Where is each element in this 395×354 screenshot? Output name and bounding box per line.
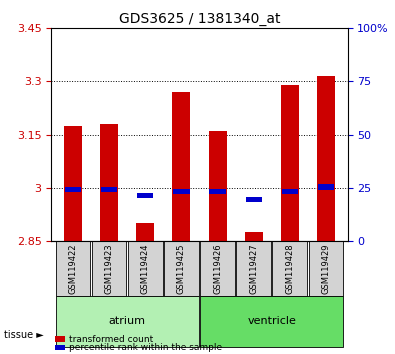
- Bar: [173, 189, 190, 194]
- Text: percentile rank within the sample: percentile rank within the sample: [69, 343, 222, 353]
- Bar: [281, 85, 299, 241]
- Bar: [245, 232, 263, 241]
- FancyBboxPatch shape: [56, 241, 90, 296]
- FancyBboxPatch shape: [200, 296, 343, 347]
- Text: GSM119427: GSM119427: [249, 243, 258, 294]
- Bar: [282, 189, 298, 194]
- Text: tissue ►: tissue ►: [4, 330, 44, 339]
- Bar: [136, 223, 154, 241]
- Title: GDS3625 / 1381340_at: GDS3625 / 1381340_at: [119, 12, 280, 26]
- Text: ventricle: ventricle: [247, 316, 296, 326]
- FancyBboxPatch shape: [92, 241, 126, 296]
- Bar: [100, 124, 118, 241]
- Bar: [209, 189, 226, 194]
- FancyBboxPatch shape: [164, 241, 199, 296]
- Bar: [318, 184, 334, 190]
- Text: GSM119424: GSM119424: [141, 243, 150, 293]
- Bar: [137, 193, 153, 198]
- FancyBboxPatch shape: [56, 296, 199, 347]
- Text: GSM119428: GSM119428: [285, 243, 294, 294]
- Bar: [64, 126, 82, 241]
- FancyBboxPatch shape: [200, 241, 235, 296]
- Bar: [65, 187, 81, 192]
- Text: atrium: atrium: [109, 316, 146, 326]
- FancyBboxPatch shape: [236, 241, 271, 296]
- Text: GSM119426: GSM119426: [213, 243, 222, 294]
- Text: GSM119422: GSM119422: [68, 243, 77, 293]
- Text: GSM119425: GSM119425: [177, 243, 186, 293]
- Text: GSM119429: GSM119429: [322, 243, 331, 293]
- Bar: [317, 76, 335, 241]
- Bar: [209, 131, 227, 241]
- FancyBboxPatch shape: [128, 241, 163, 296]
- FancyBboxPatch shape: [308, 241, 343, 296]
- FancyBboxPatch shape: [273, 241, 307, 296]
- Text: GSM119423: GSM119423: [105, 243, 114, 294]
- Bar: [246, 197, 262, 202]
- Bar: [172, 92, 190, 241]
- Bar: [101, 187, 117, 192]
- Text: transformed count: transformed count: [69, 335, 153, 344]
